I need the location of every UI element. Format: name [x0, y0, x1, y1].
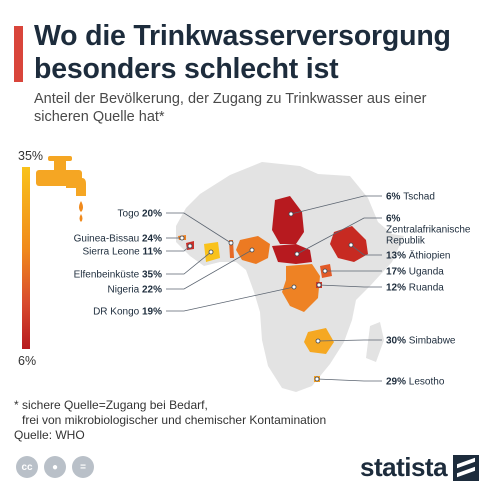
country-zentralafrikanische-republik: [272, 244, 312, 264]
country-marker-sierra-leone: [187, 243, 193, 249]
country-marker-athiopien: [348, 242, 354, 248]
country-marker-ruanda: [316, 282, 322, 288]
country-label-ruanda: 12% Ruanda: [386, 283, 444, 294]
country-labels: Togo 20% Guinea-Bissau 24% Sierra Leone 11…: [74, 192, 471, 388]
country-marker-dr-kongo: [291, 284, 297, 290]
country-marker-elfenbeinkuste: [208, 249, 214, 255]
country-tschad: [272, 196, 304, 244]
accent-bar: [14, 26, 23, 82]
country-marker-guinea-bissau: [179, 235, 185, 241]
license-icons: cc ● =: [16, 456, 94, 478]
country-label-simbabwe: 30% Simbabwe: [386, 336, 456, 347]
footnote: * sichere Quelle=Zugang bei Bedarf, frei…: [14, 398, 454, 443]
legend-min-label: 6%: [18, 354, 37, 368]
leader-line-elfenbeinkuste: [166, 251, 212, 275]
statista-logo-icon: [453, 454, 480, 481]
chart-title: Wo die Trinkwasserversorgung besonders s…: [34, 20, 451, 85]
country-label-togo: Togo 20%: [118, 209, 163, 220]
leader-line-simbabwe: [317, 339, 382, 342]
country-label-uganda: 17% Uganda: [386, 267, 444, 278]
legend-max-label: 35%: [18, 149, 44, 163]
statista-brand[interactable]: statista: [360, 452, 480, 483]
country-marker-lesotho: [314, 376, 320, 382]
country-label-dr-kongo: DR Kongo 19%: [93, 307, 162, 318]
source-label: Quelle: WHO: [14, 428, 85, 442]
footnote-line2: frei von mikrobiologischer und chemische…: [22, 413, 327, 427]
country-label-lesotho: 29% Lesotho: [386, 377, 445, 388]
brand-name: statista: [360, 452, 448, 482]
leader-line-nigeria: [166, 249, 253, 290]
country-marker-nigeria: [249, 247, 255, 253]
leader-lines: [166, 195, 382, 382]
country-marker-zentralafrikanische-republik: [294, 251, 300, 257]
footnote-line1: * sichere Quelle=Zugang bei Bedarf,: [14, 398, 208, 412]
leader-line-tschad: [290, 195, 382, 215]
country-label-athiopien: 13% Äthiopien: [386, 250, 451, 262]
leader-line-ruanda: [318, 284, 382, 288]
country-label-elfenbeinkuste: Elfenbeinküste 35%: [74, 270, 163, 281]
country-label-nigeria: Nigeria 22%: [108, 285, 163, 296]
chart-subtitle: Anteil der Bevölkerung, der Zugang zu Tr…: [34, 91, 427, 125]
country-label-sierra-leone: Sierra Leone 11%: [82, 247, 162, 258]
water-tap-icon: [36, 156, 86, 222]
country-label-zentralafrikanische-republik: 6% Zentralafrikanische Republik: [386, 214, 471, 247]
country-marker-simbabwe: [315, 338, 321, 344]
country-marker-togo: [228, 240, 234, 246]
madagascar-silhouette: [366, 322, 384, 362]
leader-line-lesotho: [316, 378, 382, 382]
country-marker-tschad: [288, 211, 294, 217]
leader-line-athiopien: [350, 244, 382, 256]
country-marker-uganda: [322, 268, 328, 274]
person-icon[interactable]: ●: [44, 456, 66, 478]
leader-line-sierra-leone: [166, 245, 191, 252]
leader-line-dr-kongo: [166, 286, 295, 312]
cc-icon[interactable]: cc: [16, 456, 38, 478]
country-label-guinea-bissau: Guinea-Bissau 24%: [74, 234, 162, 245]
country-dr-kongo: [282, 264, 320, 312]
legend-color-scale: [22, 167, 30, 349]
equals-icon[interactable]: =: [72, 456, 94, 478]
leader-line-togo: [166, 212, 232, 244]
country-label-tschad: 6% Tschad: [386, 192, 435, 203]
leader-line-zentralafrikanische-republik: [296, 217, 382, 255]
